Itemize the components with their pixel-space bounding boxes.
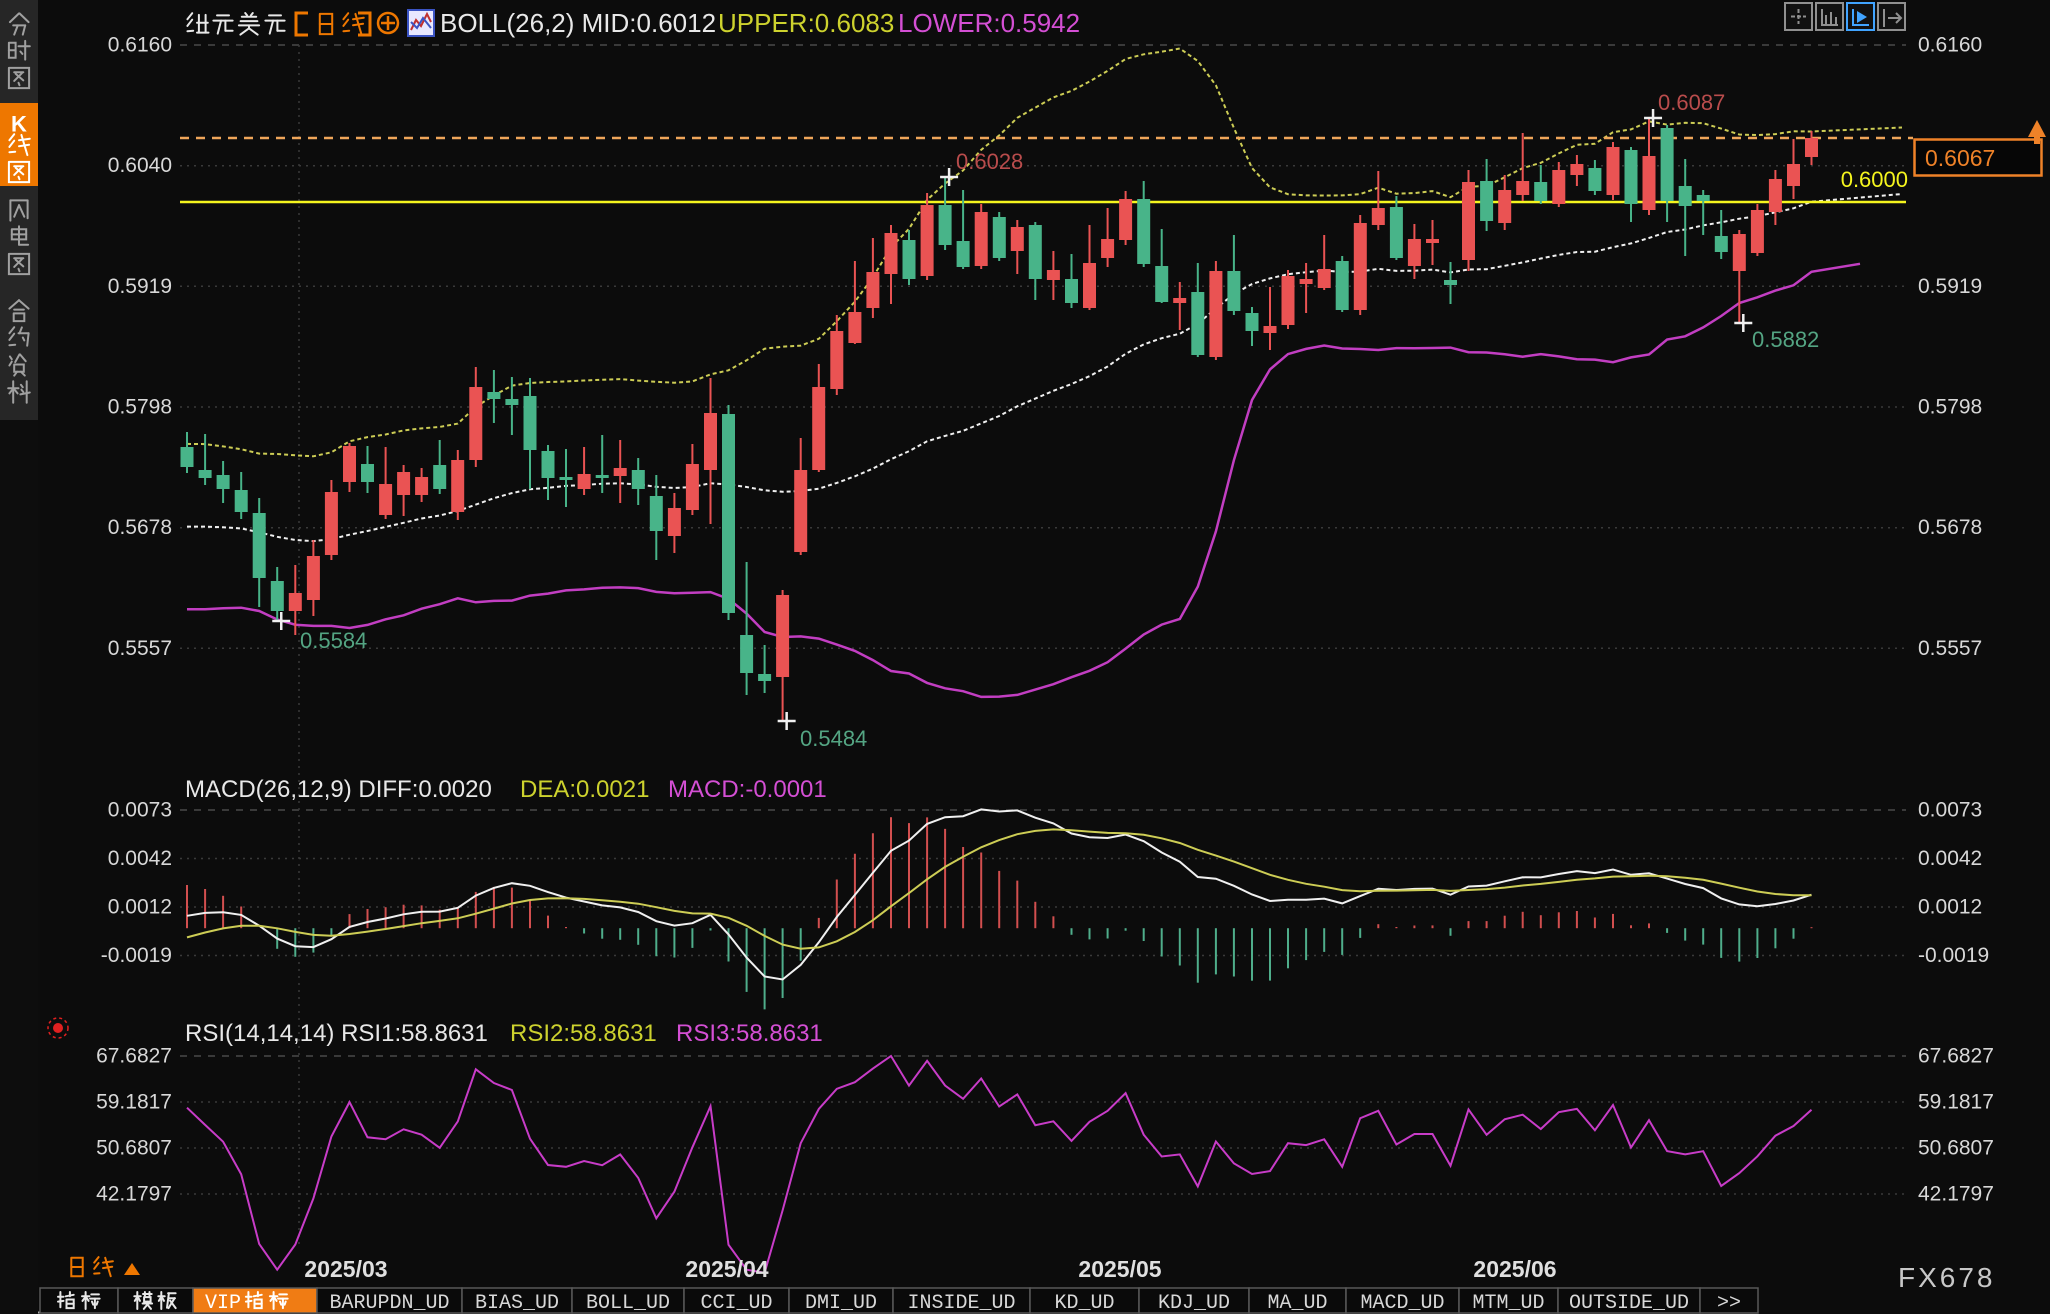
- svg-text:0.6087: 0.6087: [1658, 90, 1725, 115]
- svg-text:50.6807: 50.6807: [1918, 1137, 1994, 1160]
- svg-text:0.6000: 0.6000: [1841, 167, 1908, 192]
- svg-text:MA_UD: MA_UD: [1267, 1292, 1327, 1314]
- svg-text:67.6827: 67.6827: [96, 1045, 172, 1068]
- svg-text:42.1797: 42.1797: [96, 1183, 172, 1206]
- svg-text:DEA:0.0021: DEA:0.0021: [520, 776, 649, 803]
- svg-text:>>: >>: [1717, 1292, 1741, 1314]
- svg-text:0.0073: 0.0073: [1918, 799, 1982, 822]
- svg-text:42.1797: 42.1797: [1918, 1183, 1994, 1206]
- svg-text:DMI_UD: DMI_UD: [805, 1292, 877, 1314]
- svg-text:0.5678: 0.5678: [108, 516, 172, 539]
- svg-text:UPPER:0.6083: UPPER:0.6083: [718, 8, 894, 38]
- svg-text:0.5798: 0.5798: [108, 396, 172, 419]
- svg-text:0.5882: 0.5882: [1752, 327, 1819, 352]
- svg-text:INSIDE_UD: INSIDE_UD: [907, 1292, 1015, 1314]
- svg-text:-0.0019: -0.0019: [1918, 944, 1989, 967]
- svg-text:2025/03: 2025/03: [304, 1256, 387, 1282]
- svg-text:BOLL_UD: BOLL_UD: [586, 1292, 670, 1314]
- svg-text:OUTSIDE_UD: OUTSIDE_UD: [1569, 1292, 1689, 1314]
- svg-text:MACD(26,12,9) DIFF:0.0020: MACD(26,12,9) DIFF:0.0020: [185, 776, 492, 803]
- svg-text:59.1817: 59.1817: [1918, 1091, 1994, 1114]
- svg-text:BARUPDN_UD: BARUPDN_UD: [329, 1292, 449, 1314]
- svg-text:0.5557: 0.5557: [108, 637, 172, 660]
- svg-text:0.6028: 0.6028: [956, 149, 1023, 174]
- svg-text:0.5919: 0.5919: [108, 275, 172, 298]
- svg-text:0.0042: 0.0042: [108, 847, 172, 870]
- svg-text:-0.0019: -0.0019: [101, 944, 172, 967]
- svg-text:0.6040: 0.6040: [108, 154, 172, 177]
- svg-text:0.0012: 0.0012: [108, 896, 172, 919]
- svg-text:0.0012: 0.0012: [1918, 896, 1982, 919]
- svg-text:2025/04: 2025/04: [685, 1256, 768, 1282]
- svg-text:MACD_UD: MACD_UD: [1360, 1292, 1444, 1314]
- svg-text:0.5484: 0.5484: [800, 726, 867, 751]
- svg-text:0.0042: 0.0042: [1918, 847, 1982, 870]
- svg-text:67.6827: 67.6827: [1918, 1045, 1994, 1068]
- svg-text:0.5678: 0.5678: [1918, 516, 1982, 539]
- svg-text:0.6067: 0.6067: [1925, 145, 1995, 171]
- svg-text:0.5798: 0.5798: [1918, 396, 1982, 419]
- svg-text:BOLL(26,2) MID:0.6012: BOLL(26,2) MID:0.6012: [440, 8, 716, 38]
- svg-text:MACD:-0.0001: MACD:-0.0001: [668, 776, 827, 803]
- svg-text:0.6160: 0.6160: [1918, 34, 1982, 57]
- svg-text:2025/06: 2025/06: [1473, 1256, 1556, 1282]
- svg-text:2025/05: 2025/05: [1078, 1256, 1161, 1282]
- svg-text:BIAS_UD: BIAS_UD: [475, 1292, 559, 1314]
- svg-text:0.5919: 0.5919: [1918, 275, 1982, 298]
- svg-text:0.5557: 0.5557: [1918, 637, 1982, 660]
- svg-text:0.0073: 0.0073: [108, 799, 172, 822]
- svg-text:CCI_UD: CCI_UD: [700, 1292, 772, 1314]
- svg-text:RSI3:58.8631: RSI3:58.8631: [676, 1020, 823, 1047]
- svg-text:0.5584: 0.5584: [300, 628, 367, 653]
- svg-text:RSI2:58.8631: RSI2:58.8631: [510, 1020, 657, 1047]
- svg-text:LOWER:0.5942: LOWER:0.5942: [898, 8, 1080, 38]
- svg-text:RSI(14,14,14) RSI1:58.8631: RSI(14,14,14) RSI1:58.8631: [185, 1020, 488, 1047]
- svg-text:KDJ_UD: KDJ_UD: [1158, 1292, 1230, 1314]
- svg-text:KD_UD: KD_UD: [1054, 1292, 1114, 1314]
- svg-text:K: K: [11, 112, 27, 137]
- svg-text:MTM_UD: MTM_UD: [1472, 1292, 1544, 1314]
- svg-text:0.6160: 0.6160: [108, 34, 172, 57]
- svg-text:VIP: VIP: [205, 1292, 241, 1314]
- svg-text:FX678: FX678: [1898, 1262, 1996, 1293]
- svg-text:59.1817: 59.1817: [96, 1091, 172, 1114]
- svg-text:50.6807: 50.6807: [96, 1137, 172, 1160]
